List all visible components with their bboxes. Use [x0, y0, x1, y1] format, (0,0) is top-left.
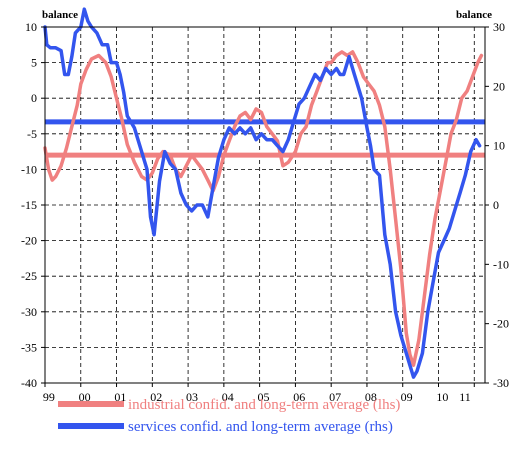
- x-axis-tick-label: 09: [401, 390, 413, 404]
- right-axis-tick-label: -30: [493, 376, 509, 390]
- x-axis-tick-label: 01: [114, 390, 126, 404]
- right-axis-tick-label: 20: [493, 79, 505, 93]
- right-axis-tick-label: 10: [493, 139, 505, 153]
- series-line-services: [43, 7, 482, 379]
- x-axis-tick-label: 99: [43, 390, 55, 404]
- x-axis-tick-label: 06: [293, 390, 305, 404]
- x-axis-tick-label: 08: [365, 390, 377, 404]
- right-axis-tick-label: 0: [493, 198, 499, 212]
- axes: 10 5 0 -5 -10 -15 -20 -25 -30 -35 -40 30 20 10 0 -10 -20…: [21, 9, 509, 404]
- left-axis-tick-label: -30: [21, 305, 37, 319]
- left-axis-tick-label: -35: [21, 340, 37, 354]
- right-axis-tick-label: -20: [493, 317, 509, 331]
- legend-label: services confid. and long-term average (…: [128, 419, 393, 435]
- x-axis-tick-label: 04: [222, 390, 234, 404]
- x-axis-tick-label: 11: [459, 390, 471, 404]
- right-axis-tick-label: -10: [493, 257, 509, 271]
- left-axis-tick-label: -5: [27, 127, 37, 141]
- left-axis-tick-label: 5: [31, 56, 37, 70]
- left-axis-tick-label: -10: [21, 162, 37, 176]
- left-axis-tick-label: -25: [21, 269, 37, 283]
- x-axis-tick-label: 05: [258, 390, 270, 404]
- legend: industrial confid. and long-term average…: [58, 397, 400, 435]
- series-line-industrial: [43, 50, 484, 367]
- left-axis-tick-label: -20: [21, 234, 37, 248]
- legend-label: industrial confid. and long-term average…: [128, 397, 400, 413]
- left-axis-label: balance: [42, 9, 78, 21]
- right-axis-label: balance: [456, 9, 492, 21]
- left-axis-tick-label: -40: [21, 376, 37, 390]
- plot-area: [43, 7, 485, 379]
- left-axis-tick-label: -15: [21, 198, 37, 212]
- x-axis-tick-label: 10: [436, 390, 448, 404]
- right-axis-tick-label: 30: [493, 20, 505, 34]
- left-axis-tick-label: 10: [25, 20, 37, 34]
- x-axis-tick-label: 02: [150, 390, 162, 404]
- left-axis-tick-label: 0: [31, 91, 37, 105]
- x-axis-tick-label: 00: [79, 390, 91, 404]
- x-axis-tick-label: 07: [329, 390, 341, 404]
- x-axis-tick-label: 03: [186, 390, 198, 404]
